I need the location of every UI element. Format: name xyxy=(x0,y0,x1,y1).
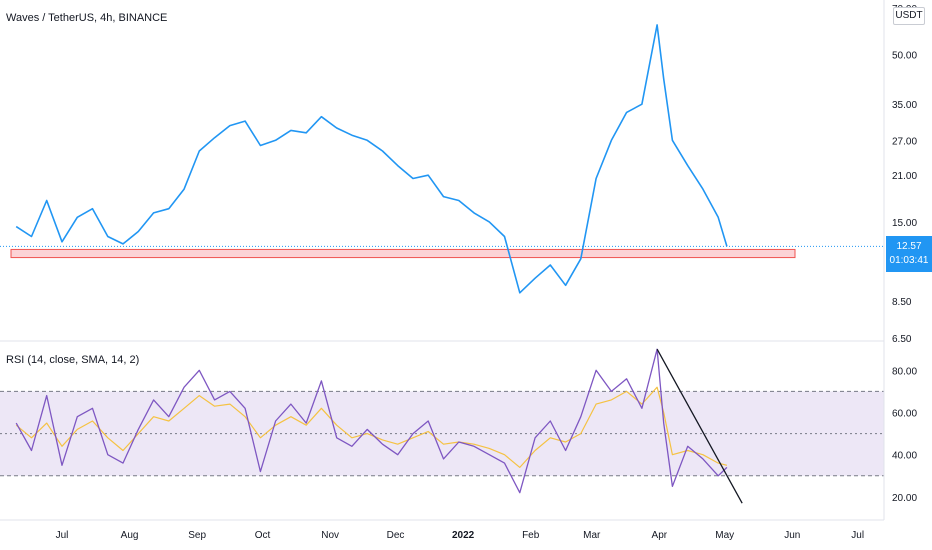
time-axis: Jul Aug Sep Oct Nov Dec 2022 Feb Mar Apr May Jun Jul xyxy=(56,530,864,541)
rsi-tick-label: 20.00 xyxy=(892,493,917,504)
time-tick-label: Nov xyxy=(321,530,339,541)
chart-title: Waves / TetherUS, 4h, BINANCE xyxy=(6,12,167,24)
rsi-pane: 80.00 60.00 40.00 20.00 xyxy=(0,348,917,504)
time-tick-label: Jul xyxy=(851,530,864,541)
rsi-tick-label: 80.00 xyxy=(892,366,917,377)
time-tick-label: Feb xyxy=(522,530,540,541)
price-tick-label: 35.00 xyxy=(892,100,917,111)
price-tick-label: 6.50 xyxy=(892,334,912,345)
rsi-legend: RSI (14, close, SMA, 14, 2) xyxy=(6,354,139,366)
bar-countdown: 01:03:41 xyxy=(889,255,929,266)
time-tick-label: Jun xyxy=(784,530,800,541)
rsi-tick-label: 40.00 xyxy=(892,451,917,462)
time-tick-label: Jul xyxy=(56,530,69,541)
price-tick-label: 15.00 xyxy=(892,218,917,229)
time-tick-label: Oct xyxy=(255,530,271,541)
time-tick-label: Sep xyxy=(188,530,206,541)
support-zone[interactable] xyxy=(10,248,796,259)
time-tick-label: May xyxy=(715,530,734,541)
rsi-ma-line xyxy=(15,386,728,468)
time-tick-label: Aug xyxy=(121,530,139,541)
time-tick-label: Mar xyxy=(583,530,601,541)
rsi-line xyxy=(15,348,728,494)
time-tick-label: Dec xyxy=(387,530,405,541)
last-price-value: 12.57 xyxy=(896,241,922,252)
last-price-badge: 12.57 01:03:41 xyxy=(886,236,932,272)
currency-button[interactable]: USDT xyxy=(893,7,925,25)
price-tick-label: 27.00 xyxy=(892,136,917,147)
price-tick-label: 21.00 xyxy=(892,171,917,182)
time-tick-label: Apr xyxy=(652,530,668,541)
rsi-tick-label: 60.00 xyxy=(892,409,917,420)
price-line xyxy=(15,24,728,294)
price-tick-label: 8.50 xyxy=(892,297,912,308)
price-tick-label: 50.00 xyxy=(892,51,917,62)
time-tick-label: 2022 xyxy=(452,530,475,541)
rsi-trendline[interactable] xyxy=(656,348,743,504)
